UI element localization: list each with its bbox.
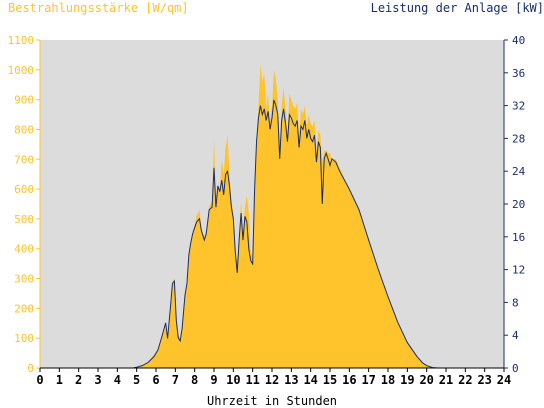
x-tick-label: 21	[439, 373, 453, 387]
y-left-tick-label: 1000	[8, 64, 35, 77]
x-tick-label: 2	[75, 373, 82, 387]
x-tick-label: 1	[56, 373, 63, 387]
x-tick-label: 23	[477, 373, 491, 387]
x-tick-label: 13	[284, 373, 298, 387]
y-left-tick-label: 200	[14, 302, 34, 315]
x-tick-label: 0	[36, 373, 43, 387]
y-left-tick-label: 700	[14, 153, 34, 166]
y-right-tick-label: 16	[512, 231, 525, 244]
y-left-tick-label: 0	[27, 362, 34, 375]
y-left-tick-label: 300	[14, 273, 34, 286]
x-tick-label: 16	[342, 373, 356, 387]
x-tick-label: 6	[152, 373, 159, 387]
x-tick-label: 24	[497, 373, 511, 387]
y-right-tick-label: 12	[512, 264, 525, 277]
y-left-tick-label: 1100	[8, 34, 35, 47]
x-tick-label: 17	[361, 373, 375, 387]
y-right-tick-label: 24	[512, 165, 526, 178]
y-left-tick-label: 100	[14, 332, 34, 345]
irradiance-area	[40, 63, 504, 368]
x-tick-label: 20	[419, 373, 433, 387]
y-right-tick-label: 8	[512, 296, 519, 309]
axes: 0100200300400500600700800900100011000481…	[8, 34, 526, 387]
right-axis-title: Leistung der Anlage [kW]	[371, 1, 544, 15]
x-tick-label: 8	[191, 373, 198, 387]
y-left-tick-label: 500	[14, 213, 34, 226]
x-tick-label: 14	[303, 373, 317, 387]
x-tick-label: 11	[245, 373, 259, 387]
power-line	[40, 99, 504, 369]
x-tick-label: 9	[210, 373, 217, 387]
y-left-tick-label: 800	[14, 123, 34, 136]
y-right-tick-label: 40	[512, 34, 525, 47]
y-right-tick-label: 20	[512, 198, 525, 211]
x-tick-label: 5	[133, 373, 140, 387]
y-left-tick-label: 400	[14, 243, 34, 256]
y-right-tick-label: 36	[512, 67, 525, 80]
x-tick-label: 15	[323, 373, 337, 387]
x-tick-label: 3	[94, 373, 101, 387]
x-tick-label: 18	[381, 373, 395, 387]
x-tick-label: 7	[172, 373, 179, 387]
y-right-tick-label: 32	[512, 100, 525, 113]
x-tick-label: 10	[226, 373, 240, 387]
y-right-tick-label: 4	[512, 329, 519, 342]
y-left-tick-label: 900	[14, 94, 34, 107]
left-axis-title: Bestrahlungsstärke [W/qm]	[8, 1, 189, 15]
x-tick-label: 12	[265, 373, 279, 387]
y-right-tick-label: 0	[512, 362, 519, 375]
x-tick-label: 22	[458, 373, 472, 387]
y-left-tick-label: 600	[14, 183, 34, 196]
x-tick-label: 4	[114, 373, 121, 387]
x-axis-label: Uhrzeit in Stunden	[207, 394, 337, 408]
y-right-tick-label: 28	[512, 132, 525, 145]
x-tick-label: 19	[400, 373, 414, 387]
